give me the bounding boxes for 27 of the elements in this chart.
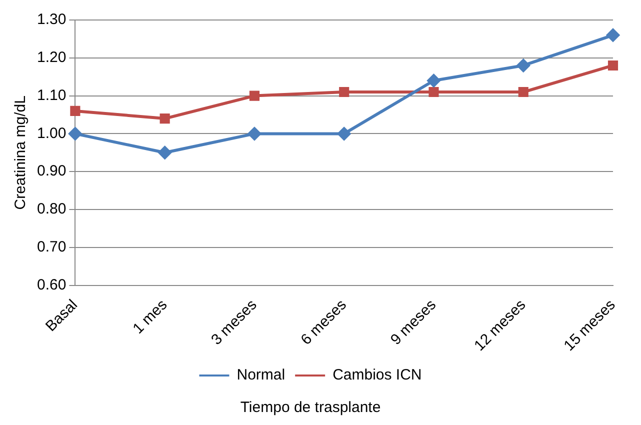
- point: [248, 127, 261, 140]
- y-tick-label: 1.30: [36, 11, 66, 28]
- y-tick-label: 0.90: [36, 162, 66, 180]
- point: [606, 28, 620, 42]
- y-tick-label: 1.10: [36, 86, 66, 104]
- point: [338, 127, 351, 140]
- y-tick-label: 0.70: [36, 238, 66, 256]
- point: [68, 127, 82, 140]
- x-axis-title: Tiempo de trasplante: [240, 399, 381, 416]
- point: [518, 86, 528, 98]
- point: [339, 86, 350, 98]
- point: [70, 106, 80, 116]
- x-tick-label: 1 mes: [130, 296, 171, 338]
- point: [428, 86, 439, 98]
- y-tick-label: 0.80: [36, 200, 66, 218]
- point: [249, 90, 260, 101]
- y-axis-title: Creatinina mg/dL: [12, 96, 30, 210]
- point: [427, 74, 440, 88]
- point: [158, 146, 172, 160]
- y-tick-label: 0.60: [36, 276, 66, 294]
- legend-label: Cambios ICN: [332, 366, 422, 384]
- y-tick-label: 1.00: [36, 124, 66, 142]
- legend-label: Normal: [236, 366, 286, 384]
- point: [608, 60, 618, 71]
- y-tick-label: 1.20: [36, 49, 66, 66]
- point: [160, 114, 170, 124]
- point: [516, 58, 530, 72]
